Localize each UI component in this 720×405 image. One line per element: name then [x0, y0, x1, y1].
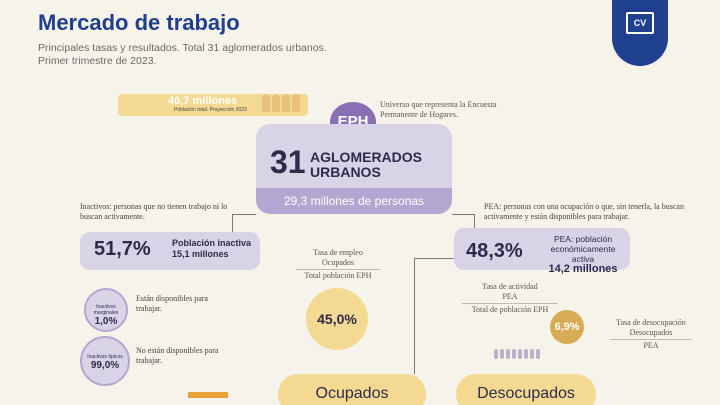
- empleo-circle: 45,0%: [306, 288, 368, 350]
- inactivos-label: Población inactiva: [172, 238, 252, 248]
- empleo-num: Ocupados: [322, 258, 354, 267]
- inactivos-box: 51,7% Población inactiva 15,1 millones: [80, 232, 260, 270]
- aglomerados-number: 31: [270, 144, 306, 180]
- aglomerados-persons: 29,3 millones de personas: [256, 188, 452, 214]
- actividad-num: PEA: [502, 292, 518, 301]
- people-row-icon: [494, 346, 550, 360]
- page-subtitle: Principales tasas y resultados. Total 31…: [38, 42, 378, 68]
- actividad-title: Tasa de actividad: [482, 282, 538, 291]
- aglomerados-label-2: URBANOS: [310, 164, 381, 180]
- pea-box: 48,3% PEA: población económicamente acti…: [454, 228, 630, 275]
- inactivos-pct: 51,7%: [94, 238, 151, 260]
- desocupacion-num: Desocupados: [629, 328, 673, 337]
- actividad-formula: Tasa de actividad PEA Total de población…: [462, 282, 558, 315]
- desocupados-label: Desocupados: [456, 374, 596, 405]
- desocupacion-circle: 6,9%: [550, 310, 584, 344]
- tipicos-value: 99,0%: [90, 360, 120, 371]
- ocupados-label: Ocupados: [278, 374, 426, 405]
- desocupacion-value: 6,9%: [554, 321, 580, 333]
- desocupacion-title: Tasa de desocupación: [616, 318, 686, 327]
- population-caption: Población total. Proyección 2023: [174, 107, 247, 113]
- connector: [414, 258, 454, 259]
- empleo-title: Tasa de empleo: [313, 248, 363, 257]
- cv-document-icon: CV: [626, 12, 654, 34]
- marginales-circle: Inactivos marginales 1,0%: [84, 288, 128, 332]
- logo: CV: [612, 0, 668, 66]
- people-icon: [262, 94, 308, 116]
- eph-note: Universo que representa la Encuesta Perm…: [380, 100, 497, 119]
- empleo-den: Total población EPH: [304, 271, 372, 280]
- population-banner: 46,7 millones Población total. Proyecció…: [118, 94, 308, 116]
- connector: [452, 214, 474, 215]
- inactivos-text: Población inactiva 15,1 millones: [172, 238, 251, 260]
- desocupacion-formula: Tasa de desocupación Desocupados PEA: [610, 318, 692, 351]
- connector: [474, 214, 475, 228]
- subtitle-line-1: Principales tasas y resultados. Total 31…: [38, 42, 327, 54]
- pea-text: PEA: población económicamente activa 14,…: [540, 234, 626, 275]
- connector: [232, 214, 233, 232]
- connector: [232, 214, 256, 215]
- empleo-formula: Tasa de empleo Ocupados Total población …: [296, 248, 380, 281]
- inactivos-definition: Inactivos: personas que no tienen trabaj…: [80, 202, 228, 221]
- inactivos-value: 15,1 millones: [172, 249, 229, 259]
- marginales-caption: Inactivos marginales: [93, 304, 119, 316]
- aglomerados-label-1: AGLOMERADOS: [310, 149, 422, 165]
- subtitle-line-2: Primer trimestre de 2023.: [38, 55, 157, 67]
- pea-value: 14,2 millones: [548, 263, 618, 275]
- decorative-bar: [188, 392, 228, 398]
- empleo-value: 45,0%: [317, 311, 357, 327]
- tipicos-note: No están disponibles para trabajar.: [136, 346, 219, 365]
- tipicos-caption: Inactivos típicos: [87, 354, 123, 360]
- connector: [414, 258, 415, 374]
- pea-definition: PEA: personas con una ocupación o que, s…: [484, 202, 684, 221]
- marginales-note: Están disponibles para trabajar.: [136, 294, 208, 313]
- tipicos-circle: Inactivos típicos 99,0%: [80, 336, 130, 386]
- marginales-value: 1,0%: [94, 316, 118, 327]
- aglomerados-box: 31 AGLOMERADOS URBANOS 29,3 millones de …: [256, 124, 452, 214]
- aglomerados-label: AGLOMERADOS URBANOS: [310, 150, 422, 180]
- actividad-den: Total de población EPH: [471, 305, 549, 314]
- desocupacion-den: PEA: [643, 341, 659, 350]
- population-value: 46,7 millones: [168, 95, 238, 107]
- pea-label: PEA: población económicamente activa: [550, 234, 616, 264]
- page-title: Mercado de trabajo: [38, 10, 240, 35]
- pea-pct: 48,3%: [466, 240, 523, 262]
